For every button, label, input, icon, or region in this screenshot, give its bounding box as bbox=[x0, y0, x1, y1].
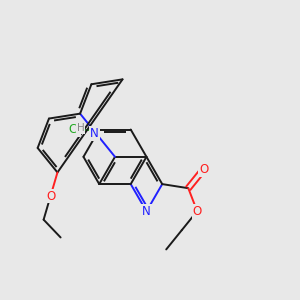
Text: N: N bbox=[142, 205, 151, 218]
Text: Cl: Cl bbox=[69, 123, 80, 136]
Text: O: O bbox=[46, 190, 55, 202]
Text: N: N bbox=[90, 127, 99, 140]
Text: O: O bbox=[199, 163, 208, 176]
Text: H: H bbox=[76, 123, 84, 133]
Text: O: O bbox=[193, 205, 202, 218]
